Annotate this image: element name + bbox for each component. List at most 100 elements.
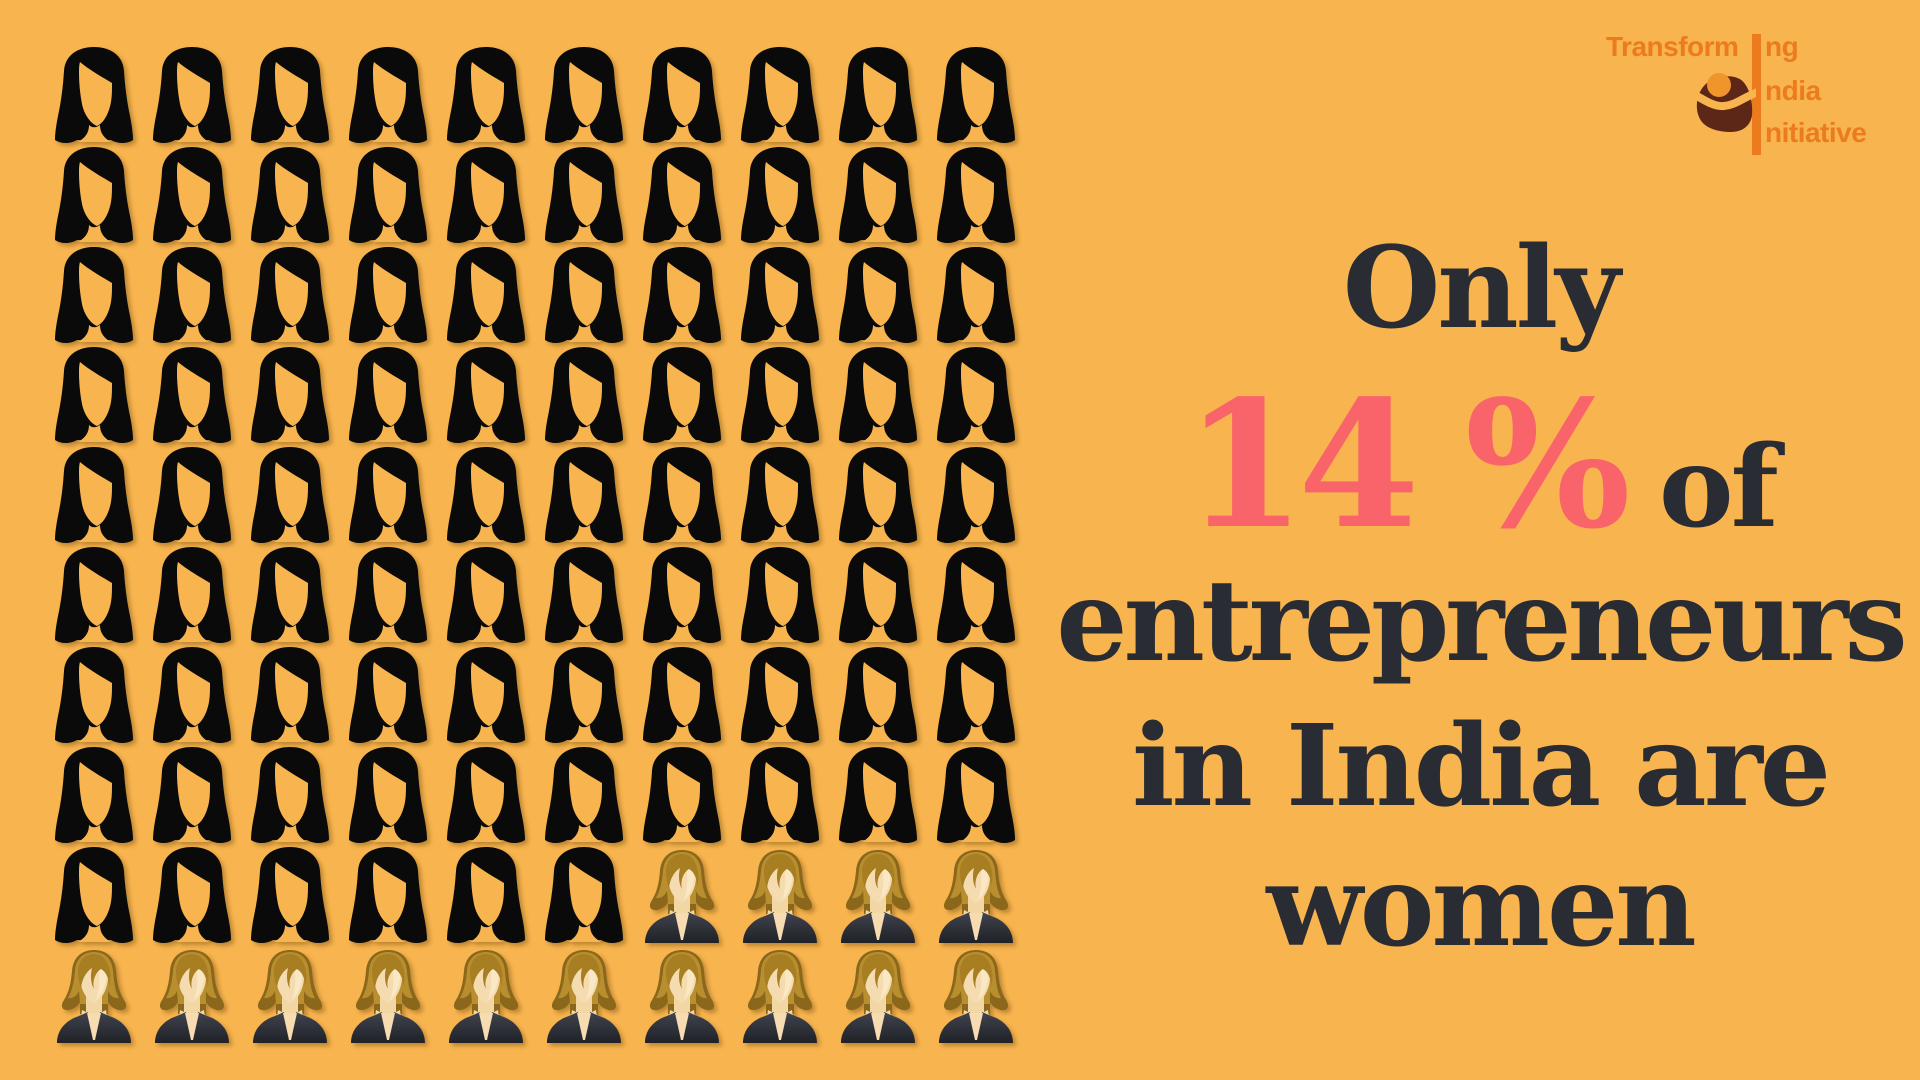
woman-icon-black	[339, 846, 437, 946]
woman-icon-black	[829, 346, 927, 446]
woman-icon-highlighted	[731, 946, 829, 1046]
headline-line-women: women	[1266, 841, 1696, 972]
woman-icon-black	[45, 446, 143, 546]
woman-icon-black	[241, 646, 339, 746]
woman-icon-highlighted	[829, 946, 927, 1046]
woman-icon-black	[45, 246, 143, 346]
woman-icon-black	[829, 46, 927, 146]
woman-icon-black	[633, 446, 731, 546]
woman-icon-black	[535, 746, 633, 846]
woman-icon-black	[143, 846, 241, 946]
woman-icon-black	[829, 246, 927, 346]
woman-icon-black	[731, 746, 829, 846]
woman-icon-black	[731, 446, 829, 546]
woman-icon-black	[45, 346, 143, 446]
woman-icon-black	[829, 546, 927, 646]
woman-icon-black	[339, 346, 437, 446]
woman-icon-black	[339, 46, 437, 146]
woman-icon-black	[829, 646, 927, 746]
woman-icon-black	[633, 546, 731, 646]
woman-icon-black	[535, 446, 633, 546]
woman-icon-highlighted	[633, 846, 731, 946]
of-word: of	[1658, 422, 1779, 553]
woman-icon-black	[339, 746, 437, 846]
logo-text-nitiative: nitiative	[1765, 117, 1867, 148]
woman-icon-highlighted	[437, 946, 535, 1046]
woman-icon-black	[535, 546, 633, 646]
woman-icon-black	[437, 646, 535, 746]
woman-icon-black	[339, 246, 437, 346]
woman-icon-black	[45, 546, 143, 646]
woman-icon-black	[143, 746, 241, 846]
woman-icon-black	[927, 246, 1025, 346]
logo-text-ng: ng	[1765, 31, 1799, 62]
woman-icon-highlighted	[927, 846, 1025, 946]
woman-icon-black	[437, 546, 535, 646]
woman-icon-black	[535, 46, 633, 146]
woman-icon-black	[731, 646, 829, 746]
woman-icon-black	[731, 346, 829, 446]
woman-icon-black	[437, 446, 535, 546]
woman-icon-black	[339, 546, 437, 646]
woman-icon-highlighted	[927, 946, 1025, 1046]
headline: Only 14 % of entrepreneurs in India are w…	[1040, 0, 1920, 1080]
woman-icon-black	[535, 646, 633, 746]
logo-text-transform: Transform	[1606, 31, 1739, 62]
woman-icon-black	[437, 346, 535, 446]
woman-icon-black	[437, 746, 535, 846]
woman-icon-black	[829, 446, 927, 546]
woman-icon-black	[241, 446, 339, 546]
woman-icon-black	[339, 646, 437, 746]
woman-icon-black	[241, 46, 339, 146]
woman-icon-black	[143, 46, 241, 146]
woman-icon-black	[45, 646, 143, 746]
woman-icon-black	[633, 346, 731, 446]
headline-line-only: Only	[1342, 223, 1621, 354]
woman-icon-black	[241, 146, 339, 246]
logo-i-bar	[1752, 34, 1761, 155]
woman-icon-black	[437, 146, 535, 246]
woman-icon-black	[633, 46, 731, 146]
woman-icon-black	[927, 646, 1025, 746]
woman-icon-black	[731, 146, 829, 246]
woman-icon-highlighted	[535, 946, 633, 1046]
woman-icon-black	[241, 346, 339, 446]
woman-icon-black	[143, 546, 241, 646]
woman-icon-black	[535, 346, 633, 446]
woman-icon-black	[241, 546, 339, 646]
woman-icon-black	[633, 646, 731, 746]
woman-icon-highlighted	[829, 846, 927, 946]
woman-icon-black	[143, 446, 241, 546]
woman-icon-black	[437, 846, 535, 946]
woman-icon-black	[731, 46, 829, 146]
woman-icon-black	[241, 746, 339, 846]
woman-icon-black	[927, 346, 1025, 446]
headline-line-entrepreneurs: entrepreneurs	[1056, 556, 1907, 687]
woman-icon-black	[927, 46, 1025, 146]
woman-icon-black	[437, 246, 535, 346]
woman-icon-highlighted	[339, 946, 437, 1046]
woman-icon-black	[45, 146, 143, 246]
woman-icon-black	[241, 846, 339, 946]
woman-icon-black	[927, 146, 1025, 246]
woman-icon-black	[731, 246, 829, 346]
headline-line-in-india-are: in India are	[1131, 701, 1831, 832]
woman-icon-black	[45, 746, 143, 846]
woman-icon-black	[143, 346, 241, 446]
logo-text-ndia: ndia	[1765, 75, 1821, 106]
woman-icon-black	[143, 146, 241, 246]
woman-icon-black	[535, 846, 633, 946]
woman-icon-black	[633, 146, 731, 246]
woman-icon-highlighted	[731, 846, 829, 946]
woman-icon-highlighted	[143, 946, 241, 1046]
woman-icon-black	[143, 246, 241, 346]
woman-icon-highlighted	[45, 946, 143, 1046]
woman-icon-black	[339, 446, 437, 546]
woman-icon-black	[437, 46, 535, 146]
woman-icon-black	[927, 546, 1025, 646]
woman-icon-black	[829, 146, 927, 246]
woman-icon-black	[339, 146, 437, 246]
woman-icon-black	[45, 46, 143, 146]
woman-icon-black	[829, 746, 927, 846]
woman-icon-black	[633, 246, 731, 346]
